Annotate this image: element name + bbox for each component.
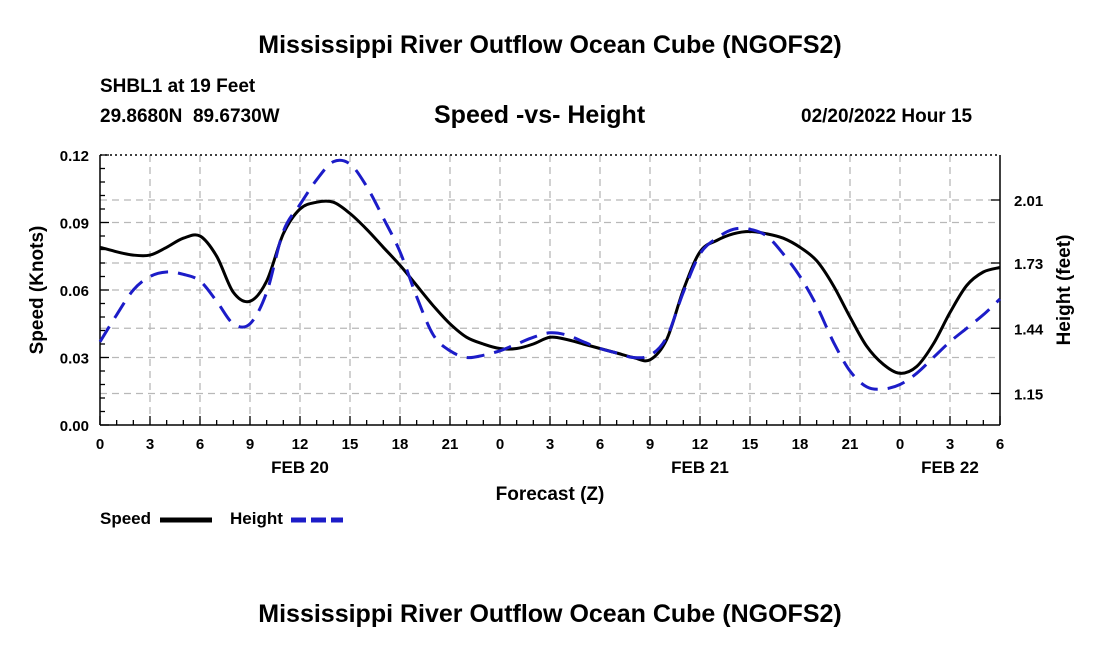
x-tick-label: 12	[692, 436, 709, 453]
coordinates-label: 29.8680N 89.6730W	[100, 106, 280, 127]
series-line-height	[98, 158, 1002, 391]
y2-tick-label: 1.15	[1014, 387, 1043, 404]
y-axis-label: Speed (Knots)	[27, 226, 48, 355]
timestamp-label: 02/20/2022 Hour 15	[801, 106, 973, 127]
y2-tick-label: 1.73	[1014, 256, 1043, 273]
y-tick-label: 0.06	[60, 283, 89, 300]
x-tick-label: 3	[146, 436, 154, 453]
x-tick-label: 18	[792, 436, 809, 453]
x-tick-label: 9	[646, 436, 654, 453]
x-tick-label: 18	[392, 436, 409, 453]
x-tick-label: 3	[946, 436, 954, 453]
x-tick-label: 21	[842, 436, 859, 453]
x-axis-label: Forecast (Z)	[496, 484, 605, 505]
date-label: FEB 21	[671, 458, 729, 477]
x-tick-label: 15	[742, 436, 759, 453]
y2-tick-label: 2.01	[1014, 193, 1043, 210]
x-tick-label: 21	[442, 436, 459, 453]
y-tick-label: 0.09	[60, 216, 89, 233]
x-tick-label: 12	[292, 436, 309, 453]
x-tick-label: 9	[246, 436, 254, 453]
chart-title: Mississippi River Outflow Ocean Cube (NG…	[258, 31, 842, 59]
x-tick-label: 6	[196, 436, 204, 453]
chart-subtitle: Speed -vs- Height	[434, 101, 646, 129]
date-label: FEB 22	[921, 458, 979, 477]
y2-axis-label: Height (feet)	[1054, 235, 1075, 346]
x-tick-label: 3	[546, 436, 554, 453]
x-tick-label: 15	[342, 436, 359, 453]
station-label: SHBL1 at 19 Feet	[100, 76, 256, 97]
x-tick-label: 0	[96, 436, 104, 453]
date-label: FEB 20	[271, 458, 329, 477]
x-tick-label: 0	[496, 436, 504, 453]
y-tick-label: 0.00	[60, 418, 89, 435]
x-tick-label: 6	[996, 436, 1004, 453]
bottom-title: Mississippi River Outflow Ocean Cube (NG…	[258, 600, 842, 628]
y2-tick-label: 1.44	[1014, 321, 1044, 338]
y-tick-label: 0.03	[60, 351, 89, 368]
legend-label-speed: Speed	[100, 509, 152, 528]
x-tick-label: 6	[596, 436, 604, 453]
legend-label-height: Height	[230, 509, 283, 528]
x-tick-label: 0	[896, 436, 904, 453]
series-line-speed	[99, 199, 1001, 375]
y-tick-label: 0.12	[60, 148, 89, 165]
